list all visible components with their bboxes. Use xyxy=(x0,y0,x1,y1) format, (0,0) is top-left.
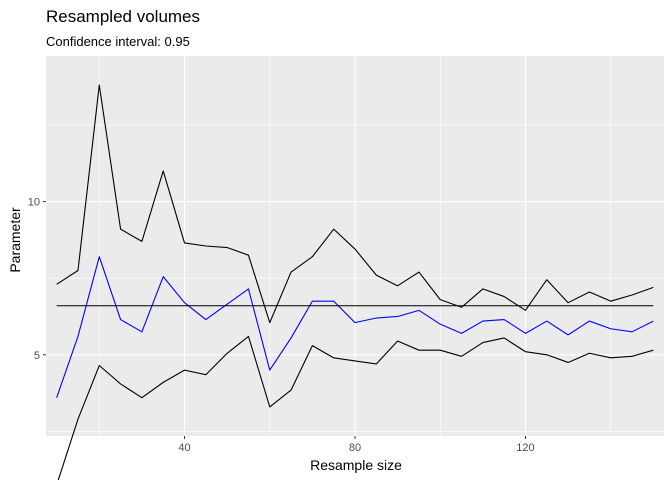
grid-major xyxy=(46,56,664,436)
chart-subtitle: Confidence interval: 0.95 xyxy=(46,34,190,49)
y-axis-title: Parameter xyxy=(7,207,23,273)
y-tick-label: 10 xyxy=(28,197,40,209)
series-lower-bound-line xyxy=(57,335,654,480)
x-axis-title: Resample size xyxy=(310,457,402,473)
series-estimate-line xyxy=(56,256,654,398)
y-axis-ticks: 5 10 xyxy=(28,197,46,362)
x-tick-label: 40 xyxy=(178,442,190,454)
x-axis-ticks: 40 80 120 xyxy=(178,436,535,454)
chart-title: Resampled volumes xyxy=(46,7,200,26)
series-layer xyxy=(56,84,654,480)
x-tick-label: 120 xyxy=(516,442,534,454)
y-tick-label: 5 xyxy=(34,350,40,362)
x-tick-label: 80 xyxy=(349,442,361,454)
series-upper-bound-line xyxy=(56,84,654,324)
